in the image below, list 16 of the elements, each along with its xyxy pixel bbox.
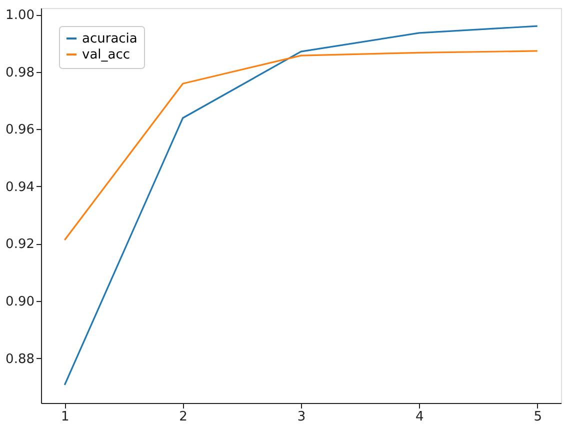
y-tick-label: 0.98	[6, 65, 34, 80]
y-tick-label: 0.94	[6, 180, 34, 195]
x-tick-label: 1	[60, 410, 70, 424]
line-series	[64, 25, 538, 386]
x-tick-label: 5	[534, 410, 542, 424]
y-tick-label: 0.96	[6, 122, 34, 138]
y-tick-label: 0.90	[6, 294, 34, 310]
x-tick-label: 3	[297, 410, 306, 424]
y-tick-label: 0.92	[6, 237, 34, 252]
x-tick-label: 2	[179, 410, 188, 424]
x-tick-label: 4	[416, 410, 424, 424]
y-tick-label: 1.00	[6, 8, 34, 24]
legend-label: val_acc	[82, 48, 130, 62]
line-series	[64, 50, 538, 241]
y-tick-label: 0.88	[6, 352, 34, 367]
legend-label: acuracia	[82, 32, 138, 46]
